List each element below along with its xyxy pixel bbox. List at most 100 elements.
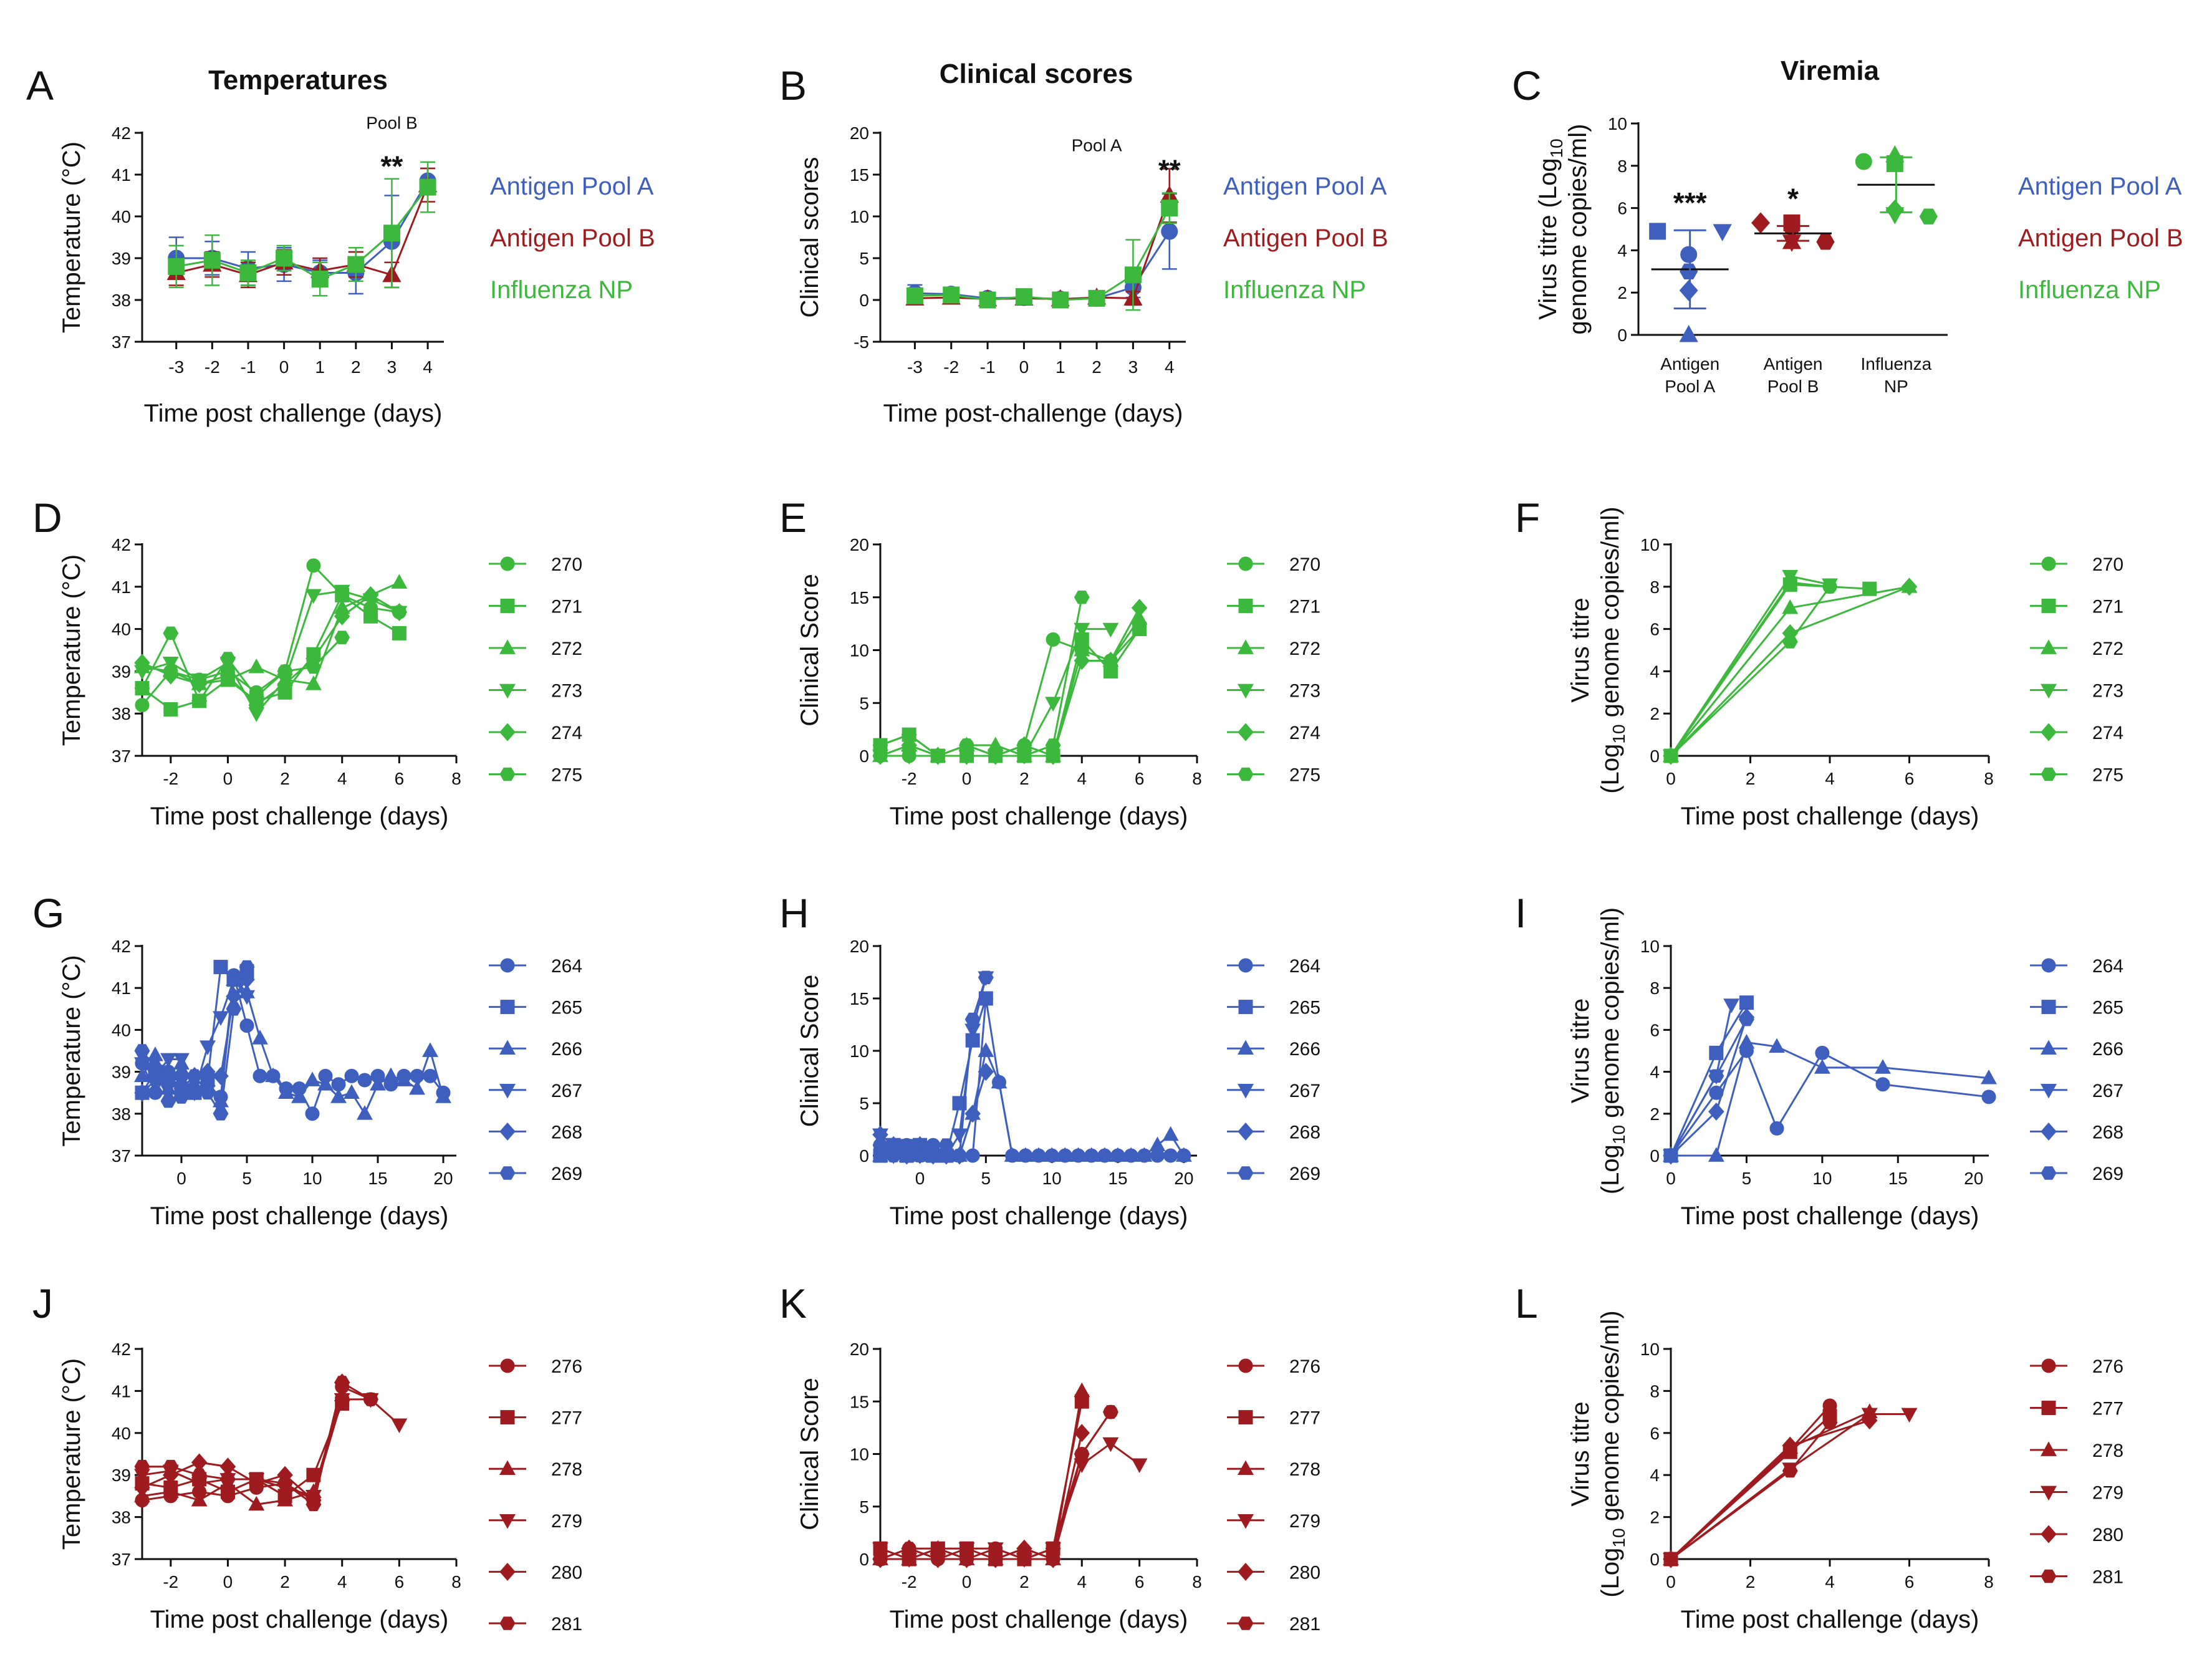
data-point [219,666,236,685]
legend-entry-274: 274 [1227,723,1320,743]
x-tick-label: 15 [1108,1169,1127,1188]
data-point [1769,1121,1784,1136]
data-point [304,1071,320,1086]
data-point [1782,1436,1799,1455]
data-point [965,1148,980,1163]
y-tick-label: -5 [854,332,869,352]
legend-label: 279 [2092,1483,2123,1504]
legend-entry-271: 271 [489,597,582,617]
series-line [880,998,1184,1157]
x-tick-label: -1 [980,357,996,377]
y-tick-label: 5 [859,1497,869,1517]
data-point [1769,1038,1785,1053]
y-tick-label: 40 [112,207,131,226]
y-tick-label: 0 [1650,1550,1660,1569]
data-point [357,1073,372,1088]
x-axis-label: Time post challenge (days) [144,400,443,427]
legend-marker [500,1410,515,1425]
legend-entry-279: 279 [489,1511,582,1532]
data-point [239,990,255,1005]
y-tick-label: 42 [112,1340,131,1359]
legend-marker [499,1122,516,1141]
y-tick-label: 42 [112,937,131,956]
data-point [1738,1012,1754,1027]
legend-label: 270 [1289,554,1320,575]
x-tick-label: 0 [1666,1572,1676,1592]
x-tick-label: 2 [280,769,290,788]
legend-label: 267 [1289,1081,1320,1101]
legend-entry-265: 265 [489,998,582,1018]
legend-label: 265 [1289,998,1320,1018]
data-point [1751,212,1770,234]
data-point [1855,153,1872,170]
legend-label: 269 [2092,1164,2123,1184]
legend-marker [2041,1000,2056,1015]
legend-entry-281: 281 [489,1614,582,1635]
series-line [879,977,987,1157]
series-line [1670,575,1830,756]
x-tick-label: 8 [1192,1572,1202,1592]
y-tick-label: 4 [1650,1466,1660,1485]
legend-entry-276: 276 [489,1356,582,1377]
legend-marker [500,1000,515,1015]
legend-entry-272: 272 [2030,639,2123,659]
data-point [344,1068,359,1083]
data-point [1083,1147,1100,1162]
data-point [1163,1148,1178,1163]
x-tick-label: 5 [242,1169,252,1188]
legend-label: 273 [1289,681,1320,702]
data-point [1096,1147,1113,1162]
data-point [330,1088,347,1103]
x-tick-label: 15 [368,1169,387,1188]
x-tick-label: -2 [943,357,959,377]
legend-entry-277: 277 [489,1408,582,1429]
legend-entry: Influenza NP [2018,276,2161,304]
y-tick-label: 0 [1617,326,1627,345]
y-tick-label: 41 [112,165,131,185]
series-line [880,1391,1083,1561]
x-tick-label: 0 [1019,357,1029,377]
data-point [265,1067,281,1083]
legend-entry-267: 267 [2030,1081,2123,1101]
data-point [987,1542,1004,1557]
data-point [1814,1059,1830,1074]
y-tick-label: 37 [112,746,131,766]
y-tick-label: 41 [112,1381,131,1401]
data-point [163,1459,179,1474]
legend-entry-271: 271 [1227,597,1320,617]
series-line [1670,1419,1870,1560]
data-point [1102,622,1119,638]
legend-entry: Antigen Pool B [490,225,655,252]
legend-label: 265 [2092,998,2123,1018]
data-point [162,656,179,672]
x-tick-label: 2 [1746,1572,1756,1592]
legend-marker [1238,958,1253,973]
data-point [1070,1147,1087,1162]
data-point [276,249,293,267]
legend-marker [499,639,516,654]
data-point [951,1149,968,1162]
panel-letter: C [1512,62,1542,109]
data-point [901,728,917,742]
data-point [1161,200,1178,217]
x-tick-label: 6 [395,1572,405,1592]
legend-label: 266 [551,1039,582,1060]
data-point [901,1542,917,1555]
x-tick-label: 0 [1666,1169,1676,1188]
series-animal-279 [1663,1408,1918,1568]
x-tick-label: 1 [1056,357,1065,377]
legend-entry-271: 271 [2030,597,2123,617]
series-animal-269 [1663,1012,1754,1162]
legend-entry-270: 270 [489,554,582,575]
series-animal-281 [1663,1416,1838,1566]
legend-entry-275: 275 [1227,765,1320,786]
x-axis-label: Time post challenge (days) [150,1202,449,1230]
data-point [959,738,975,752]
data-point [912,1149,928,1162]
data-point [1110,1147,1126,1162]
data-point [423,1068,438,1083]
data-point [1131,1458,1148,1474]
data-point [1782,599,1799,614]
y-axis-label: Clinical scores [796,157,824,318]
legend-label: 281 [551,1614,582,1635]
